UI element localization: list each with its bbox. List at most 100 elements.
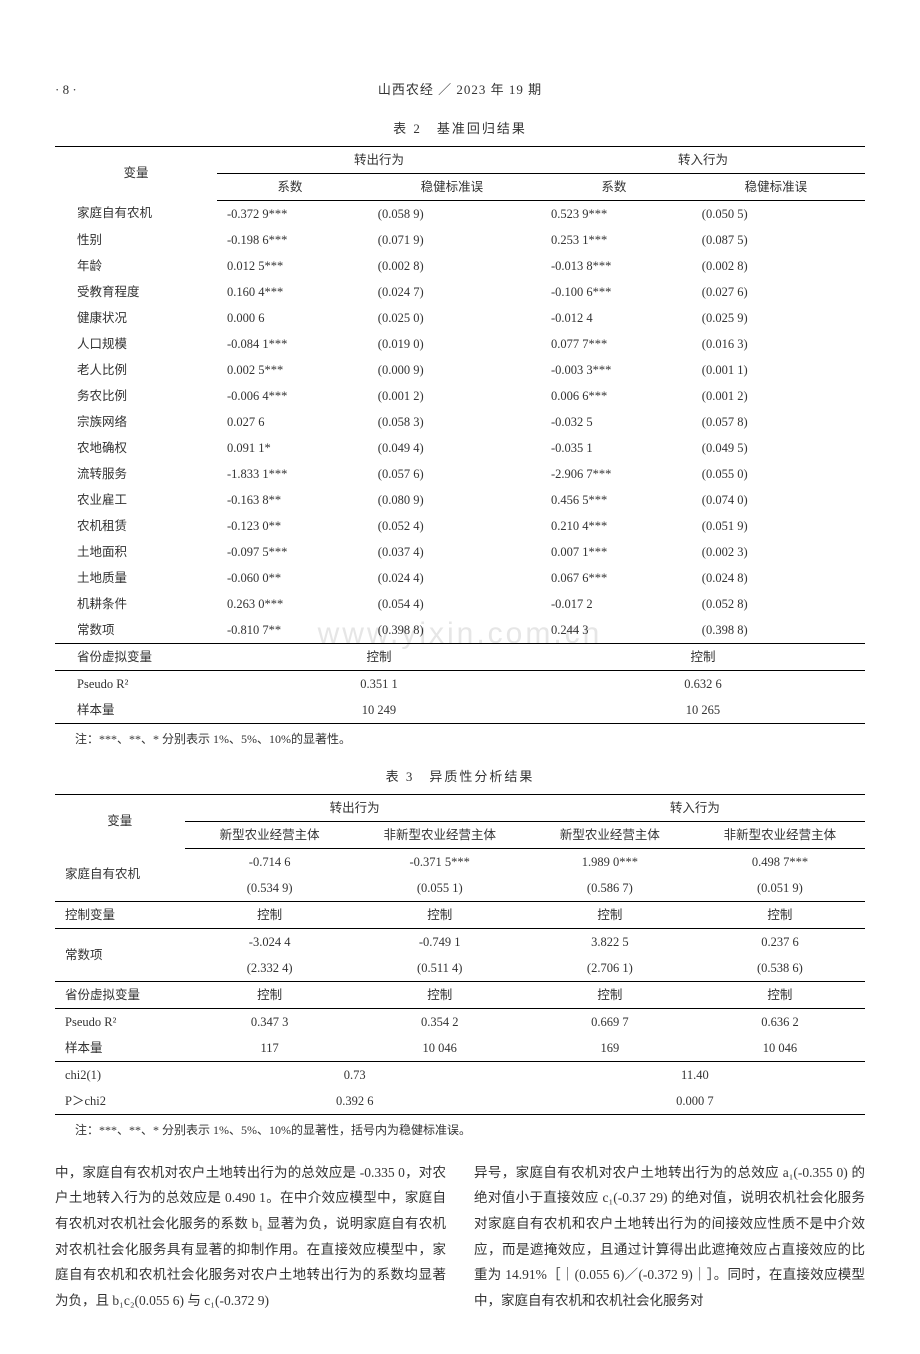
table-cell: -1.833 1*** — [217, 461, 363, 487]
table-cell: (0.398 8) — [363, 617, 541, 644]
t2-sub-coef: 系数 — [217, 173, 363, 200]
t2-row-var: 性别 — [55, 227, 217, 253]
table-cell: 3.822 5 — [525, 928, 695, 955]
table-cell: -0.012 4 — [541, 305, 687, 331]
t3-row-var: 家庭自有农机 — [55, 848, 185, 901]
t3-row-var: 常数项 — [55, 928, 185, 981]
table-cell: (0.534 9) — [185, 875, 355, 902]
table-cell: 10 249 — [217, 697, 541, 724]
table-cell: 169 — [525, 1035, 695, 1062]
table-cell: 0.000 6 — [217, 305, 363, 331]
t3-chi2: chi2(1) — [55, 1061, 185, 1088]
table-cell: 0.091 1* — [217, 435, 363, 461]
table-cell: 0.669 7 — [525, 1008, 695, 1035]
table-cell: 0.000 7 — [525, 1088, 865, 1115]
table-cell: 0.160 4*** — [217, 279, 363, 305]
table-cell: 0.244 3 — [541, 617, 687, 644]
table-cell: (0.025 9) — [687, 305, 865, 331]
table-cell: -0.372 9*** — [217, 200, 363, 227]
table-cell: -0.749 1 — [355, 928, 525, 955]
t3-sub-new: 新型农业经营主体 — [525, 821, 695, 848]
table-cell: 控制 — [355, 981, 525, 1008]
t2-row-var: 流转服务 — [55, 461, 217, 487]
table-cell: -0.714 6 — [185, 848, 355, 875]
t2-row-var: 家庭自有农机 — [55, 200, 217, 227]
t2-row-var: 受教育程度 — [55, 279, 217, 305]
table-cell: 0.253 1*** — [541, 227, 687, 253]
t2-row-var: 宗族网络 — [55, 409, 217, 435]
t3-row-var: 省份虚拟变量 — [55, 981, 185, 1008]
table-cell: (0.019 0) — [363, 331, 541, 357]
table-cell: 控制 — [541, 643, 865, 670]
table2-title: 表 2 基准回归结果 — [55, 119, 865, 140]
table3-footnote: 注：***、**、* 分别表示 1%、5%、10%的显著性，括号内为稳健标准误。 — [55, 1121, 865, 1140]
table-cell: (0.051 9) — [695, 875, 865, 902]
table-cell: 控制 — [695, 901, 865, 928]
t3-out-header: 转出行为 — [185, 794, 525, 821]
table-cell: 0.210 4*** — [541, 513, 687, 539]
table-cell: 0.392 6 — [185, 1088, 525, 1115]
t2-row-var: 土地质量 — [55, 565, 217, 591]
table-cell: 0.002 5*** — [217, 357, 363, 383]
table-cell: (0.037 4) — [363, 539, 541, 565]
table-cell: -0.100 6*** — [541, 279, 687, 305]
table-cell: (0.000 9) — [363, 357, 541, 383]
t2-row-var: 土地面积 — [55, 539, 217, 565]
body-right: 异号，家庭自有农机对农户土地转出行为的总效应 a₁(-0.355 0) 的绝对值… — [474, 1160, 865, 1314]
t2-row-var: 健康状况 — [55, 305, 217, 331]
t2-sample: 样本量 — [55, 697, 217, 724]
t2-sub-coef: 系数 — [541, 173, 687, 200]
t3-in-header: 转入行为 — [525, 794, 865, 821]
table-cell: (2.332 4) — [185, 955, 355, 982]
table-cell: (0.057 6) — [363, 461, 541, 487]
table-cell: -0.097 5*** — [217, 539, 363, 565]
table-cell: (0.001 1) — [687, 357, 865, 383]
table-cell: 0.456 5*** — [541, 487, 687, 513]
table-cell: 11.40 — [525, 1061, 865, 1088]
table-cell: 0.351 1 — [217, 670, 541, 697]
table-cell: 0.006 6*** — [541, 383, 687, 409]
table-cell: -0.060 0** — [217, 565, 363, 591]
table-cell: (0.002 8) — [363, 253, 541, 279]
t2-row-var: 机耕条件 — [55, 591, 217, 617]
table-cell: (0.538 6) — [695, 955, 865, 982]
t3-row-var: 控制变量 — [55, 901, 185, 928]
t2-row-var: 年龄 — [55, 253, 217, 279]
table-cell: (0.024 8) — [687, 565, 865, 591]
table2: 变量 转出行为 转入行为 系数 稳健标准误 系数 稳健标准误 家庭自有农机 -0… — [55, 146, 865, 724]
journal-title: 山西农经 ／ 2023 年 19 期 — [115, 80, 805, 101]
t2-row-var: 老人比例 — [55, 357, 217, 383]
table-cell: -0.123 0** — [217, 513, 363, 539]
t3-sample: 样本量 — [55, 1035, 185, 1062]
table-cell: -0.810 7** — [217, 617, 363, 644]
table-cell: (0.054 4) — [363, 591, 541, 617]
t3-sub-non: 非新型农业经营主体 — [355, 821, 525, 848]
table-cell: (0.002 8) — [687, 253, 865, 279]
t2-row-var: 农业雇工 — [55, 487, 217, 513]
t3-pseudo: Pseudo R² — [55, 1008, 185, 1035]
table-cell: 0.027 6 — [217, 409, 363, 435]
table-cell: 1.989 0*** — [525, 848, 695, 875]
table-cell: 0.632 6 — [541, 670, 865, 697]
body-text: 中，家庭自有农机对农户土地转出行为的总效应是 -0.335 0，对农户土地转入行… — [55, 1160, 865, 1314]
table-cell: 0.067 6*** — [541, 565, 687, 591]
table-cell: (0.055 0) — [687, 461, 865, 487]
table-cell: (0.002 3) — [687, 539, 865, 565]
table-cell: (0.001 2) — [363, 383, 541, 409]
table-cell: 0.73 — [185, 1061, 525, 1088]
t2-var-header: 变量 — [55, 146, 217, 200]
table-cell: (0.049 4) — [363, 435, 541, 461]
table-cell: 控制 — [525, 981, 695, 1008]
table-cell: -0.198 6*** — [217, 227, 363, 253]
table-cell: 0.347 3 — [185, 1008, 355, 1035]
table-cell: (0.071 9) — [363, 227, 541, 253]
table-cell: (0.016 3) — [687, 331, 865, 357]
table-cell: (0.050 5) — [687, 200, 865, 227]
table2-footnote: 注：***、**、* 分别表示 1%、5%、10%的显著性。 — [55, 730, 865, 749]
t2-out-header: 转出行为 — [217, 146, 541, 173]
t2-sub-se: 稳健标准误 — [687, 173, 865, 200]
table-cell: (0.080 9) — [363, 487, 541, 513]
table-cell: 0.498 7*** — [695, 848, 865, 875]
t3-var-header: 变量 — [55, 794, 185, 848]
table-cell: 控制 — [355, 901, 525, 928]
